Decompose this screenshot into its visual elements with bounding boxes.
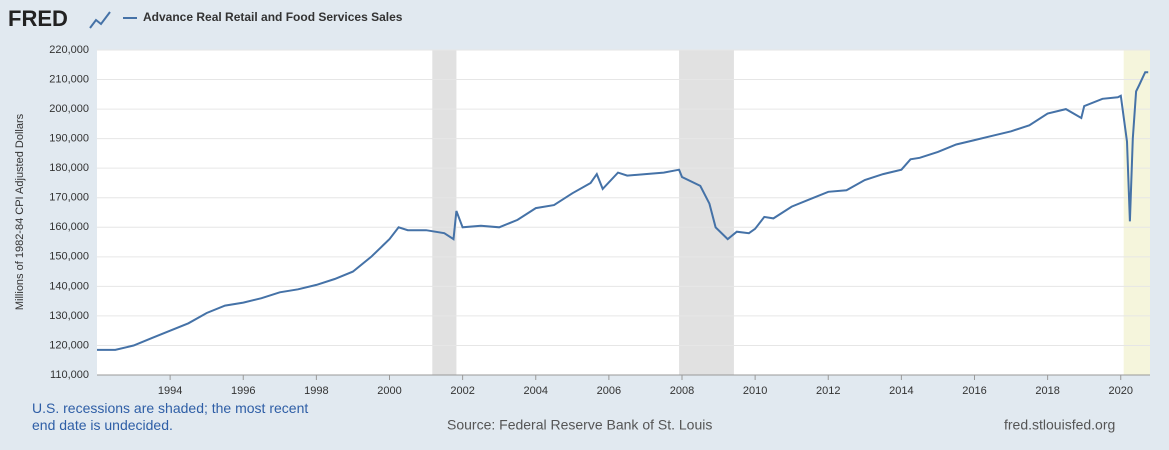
x-tick-label: 2014	[889, 385, 913, 397]
x-tick-label: 1994	[158, 385, 182, 397]
y-tick-label: 210,000	[49, 73, 89, 85]
note-box: U.S. recessions are shaded; the most rec…	[32, 400, 309, 433]
y-tick-label: 170,000	[49, 192, 89, 204]
y-tick-label: 160,000	[49, 221, 89, 233]
x-tick-label: 1998	[304, 385, 328, 397]
recent-recession-band	[1123, 50, 1150, 375]
x-tick-label: 2004	[524, 385, 548, 397]
x-tick-label: 2006	[597, 385, 621, 397]
series-line	[97, 71, 1149, 351]
legend-label: Advance Real Retail and Food Services Sa…	[143, 10, 403, 24]
y-tick-label: 140,000	[49, 280, 89, 292]
y-tick-label: 110,000	[50, 369, 89, 381]
x-tick-label: 2012	[816, 385, 840, 397]
y-tick-label: 200,000	[49, 103, 89, 115]
x-tick-label: 2010	[743, 385, 767, 397]
note: U.S. recessions are shaded; the most rec…	[32, 400, 309, 433]
x-tick-label: 2000	[377, 385, 401, 397]
x-tick-label: 1996	[231, 385, 255, 397]
y-tick-label: 190,000	[49, 133, 89, 145]
y-tick-label: 120,000	[49, 339, 89, 351]
y-tick-label: 180,000	[49, 162, 89, 174]
plot-area	[97, 50, 1150, 375]
recession-band	[432, 50, 457, 375]
x-tick-label: 2002	[450, 385, 474, 397]
logo-icon	[89, 11, 111, 29]
x-tick-label: 2008	[670, 385, 694, 397]
y-axis-label: Millions of 1982-84 CPI Adjusted Dollars	[14, 113, 26, 310]
site: fred.stlouisfed.org	[1004, 417, 1115, 433]
logo: FRED	[8, 6, 68, 31]
x-tick-label: 2016	[962, 385, 986, 397]
y-tick-label: 150,000	[49, 251, 89, 263]
recession-band	[679, 50, 734, 375]
y-tick-label: 130,000	[49, 310, 89, 322]
source: Source: Federal Reserve Bank of St. Loui…	[447, 417, 712, 433]
y-tick-label: 220,000	[49, 44, 89, 56]
x-tick-label: 2018	[1035, 385, 1059, 397]
x-tick-label: 2020	[1109, 385, 1133, 397]
